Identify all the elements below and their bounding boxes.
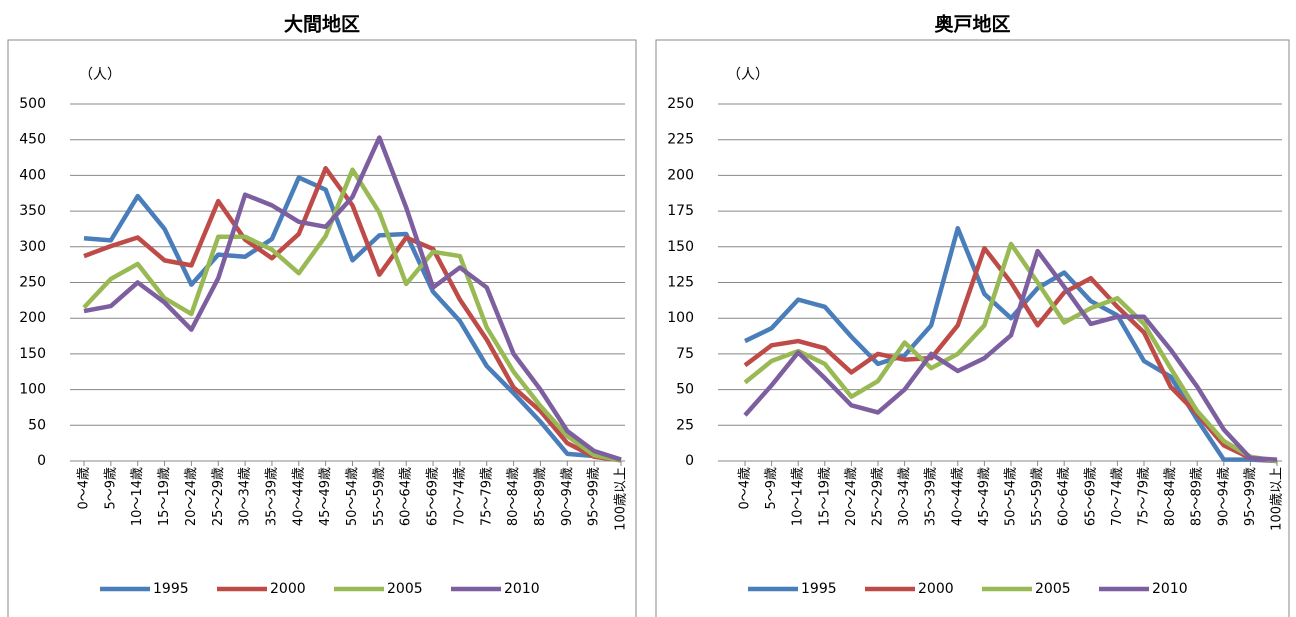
y-tick-label: 100 [19,382,46,398]
x-tick-label: 50～54歳 [345,467,360,526]
x-tick-label: 15～19歳 [817,467,832,526]
y-tick-label: 225 [667,132,694,148]
y-tick-label: 100 [667,310,694,326]
panel-border [655,39,1290,617]
x-tick-label: 75～79歳 [479,467,494,526]
y-tick-label: 175 [667,203,694,219]
series-line [744,225,1278,464]
x-tick-label: 5～9歳 [103,467,118,510]
legend-label: 1995 [153,581,189,597]
y-tick-label: 200 [667,167,694,183]
legend-label: 2005 [387,581,423,597]
x-tick-label: 0～4歳 [77,467,92,510]
x-tick-label: 100歳以上 [614,467,629,531]
legend-label: 1995 [801,581,837,597]
x-tick-label: 30～34歳 [897,467,912,526]
x-tick-label: 75～79歳 [1137,467,1152,526]
x-tick-label: 100歳以上 [1270,467,1285,531]
x-tick-label: 0～4歳 [738,467,753,510]
y-tick-label: 350 [19,203,46,219]
x-tick-label: 40～44歳 [291,467,306,526]
x-tick-label: 65～69歳 [1083,467,1098,526]
x-tick-label: 55～59歳 [372,467,387,526]
x-tick-label: 30～34歳 [238,467,253,526]
x-tick-label: 55～59歳 [1030,467,1045,526]
x-tick-label: 60～64歳 [399,467,414,526]
x-tick-label: 20～24歳 [844,467,859,526]
x-tick-label: 5～9歳 [764,467,779,510]
x-tick-label: 90～94歳 [1216,467,1231,526]
y-tick-label: 450 [19,132,46,148]
legend-label: 2010 [1152,581,1188,597]
x-tick-label: 70～74歳 [1110,467,1125,526]
chart-title: 大間地区 [284,13,360,36]
x-tick-label: 85～89歳 [1190,467,1205,526]
series-line [83,166,622,463]
x-tick-label: 85～89歳 [533,467,548,526]
x-tick-label: 10～14歳 [791,467,806,526]
x-tick-label: 25～29歳 [211,467,226,526]
y-tick-label: 150 [667,239,694,255]
legend-label: 2000 [918,581,954,597]
y-axis-label: （人） [727,67,769,83]
y-tick-label: 0 [685,453,694,469]
y-tick-label: 200 [19,310,46,326]
y-tick-label: 75 [676,346,694,362]
legend-label: 2010 [504,581,540,597]
x-tick-label: 80～84歳 [506,467,521,526]
x-tick-label: 45～49歳 [318,467,333,526]
y-tick-label: 0 [37,453,46,469]
y-tick-label: 250 [667,96,694,112]
series-line [743,245,1278,464]
x-tick-label: 80～84歳 [1163,467,1178,526]
x-tick-label: 95～99歳 [587,467,602,526]
y-axis-label: （人） [79,67,121,83]
y-tick-label: 50 [676,382,694,398]
x-tick-label: 65～69歳 [426,467,441,526]
y-tick-label: 50 [28,417,46,433]
x-tick-label: 50～54歳 [1004,467,1019,526]
panel-border [7,39,637,617]
series-line [743,248,1278,462]
x-tick-label: 35～39歳 [264,467,279,526]
legend-label: 2005 [1035,581,1071,597]
y-tick-label: 150 [19,346,46,362]
x-tick-label: 40～44歳 [950,467,965,526]
chart-title: 奥戸地区 [934,13,1010,36]
series-line [743,241,1278,464]
y-tick-label: 250 [19,275,46,291]
y-tick-label: 400 [19,167,46,183]
x-tick-label: 70～74歳 [452,467,467,526]
series-line [83,175,622,463]
y-tick-label: 500 [19,96,46,112]
y-tick-label: 300 [19,239,46,255]
x-tick-label: 90～94歳 [560,467,575,526]
series-line [82,167,622,463]
y-tick-label: 25 [676,417,694,433]
legend-label: 2000 [270,581,306,597]
series-line [83,135,622,462]
x-tick-label: 25～29歳 [871,467,886,526]
x-tick-label: 15～19歳 [157,467,172,526]
x-tick-label: 35～39歳 [924,467,939,526]
x-tick-label: 60～64歳 [1057,467,1072,526]
y-tick-label: 125 [667,275,694,291]
x-tick-label: 20～24歳 [184,467,199,526]
x-tick-label: 10～14歳 [130,467,145,526]
x-tick-label: 45～49歳 [977,467,992,526]
x-tick-label: 95～99歳 [1243,467,1258,526]
